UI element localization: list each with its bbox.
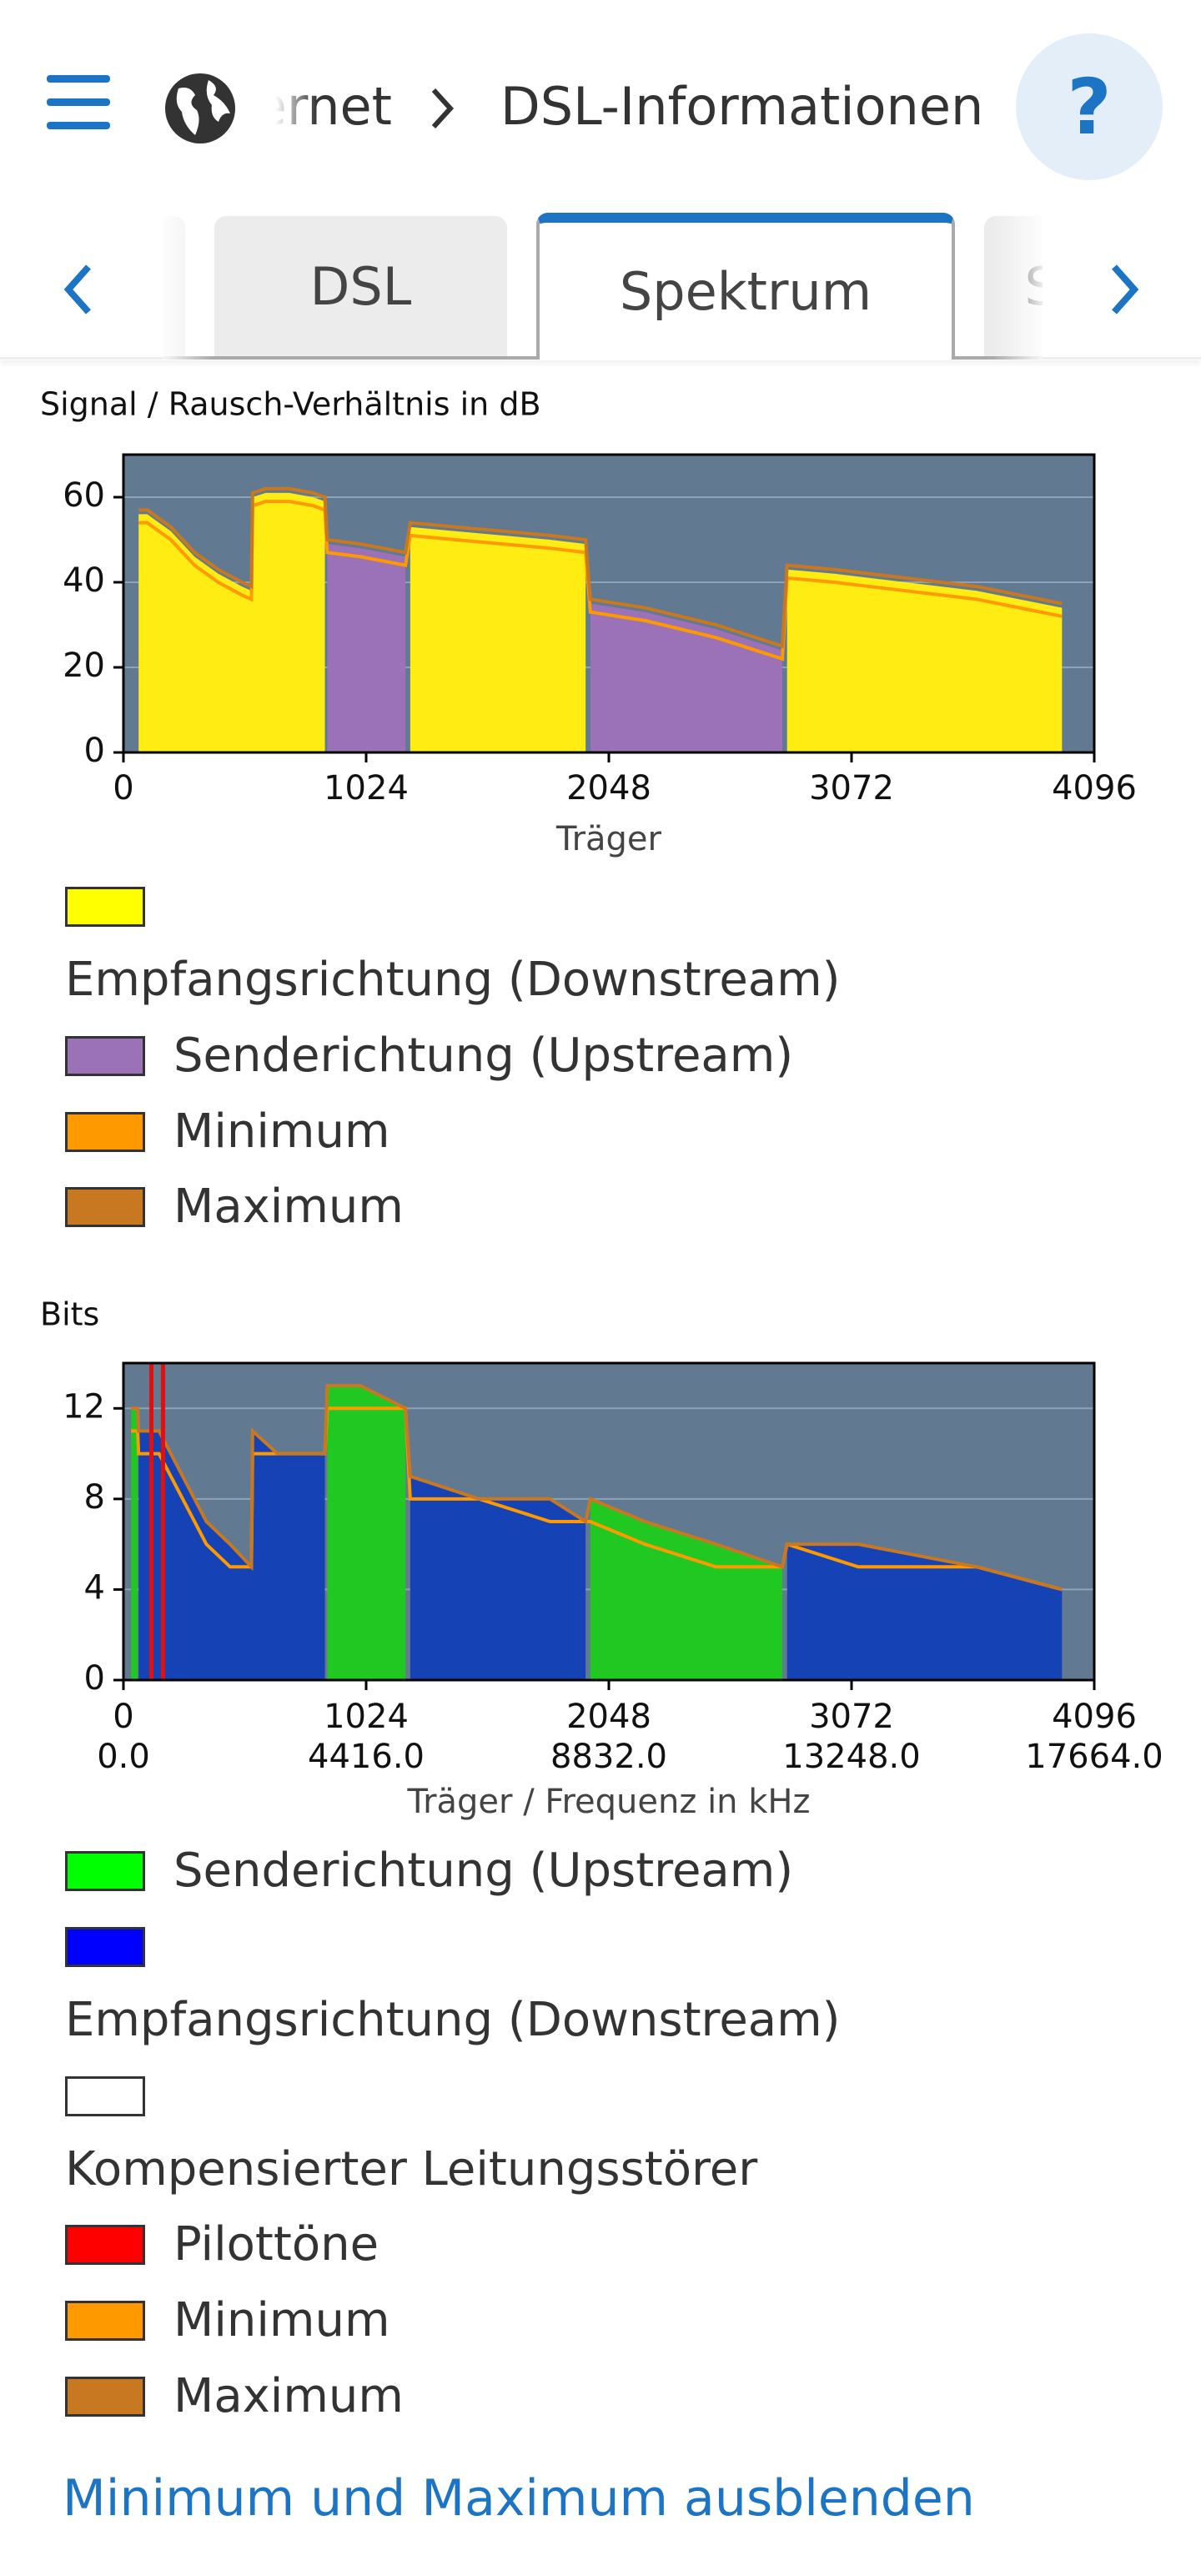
- tab-prev[interactable]: [58, 260, 100, 319]
- x-tick-label: 4096: [1052, 1698, 1137, 1736]
- x-tick-label: 2048: [566, 769, 651, 808]
- legend-label: Minimum: [173, 1104, 390, 1159]
- breadcrumb-item: DSL-Informationen: [500, 76, 984, 137]
- charts: Signal / Rausch-Verhältnis in dB02040600…: [40, 386, 1163, 1822]
- x-tick-label: 1024: [324, 1698, 409, 1736]
- globe-icon: [165, 73, 235, 143]
- legend-item: Maximum: [65, 2357, 857, 2433]
- y-tick-label: 8: [84, 1478, 105, 1517]
- y-tick-label: 12: [63, 1387, 105, 1426]
- legend-item: Maximum: [65, 1169, 857, 1245]
- tab-next[interactable]: [1103, 260, 1144, 319]
- legend-swatch: [65, 2075, 145, 2116]
- x-tick-label: 1024: [324, 769, 409, 808]
- y-tick-label: 0: [84, 1659, 105, 1698]
- legend-item: Empfangsrichtung (Downstream): [65, 868, 857, 1017]
- legend: Senderichtung (Upstream) Empfangsrichtung…: [65, 1832, 857, 2433]
- y-tick-label: 20: [63, 647, 105, 685]
- menu-button[interactable]: [42, 70, 117, 137]
- fade: [163, 213, 213, 360]
- legend-swatch: [65, 1926, 145, 1967]
- toggle-link[interactable]: Minimum und Maximum ausblenden: [63, 2469, 975, 2528]
- tab[interactable]: Spektrum: [536, 213, 955, 360]
- tab[interactable]: DSL: [214, 216, 507, 356]
- x-axis-label: Träger: [555, 820, 662, 858]
- x-tick-label: 0: [113, 1698, 133, 1736]
- legend-swatch: [65, 2225, 145, 2266]
- area: [138, 1431, 325, 1680]
- x2-tick-label: 17664.0: [1025, 1738, 1163, 1776]
- legend-label: Minimum: [173, 2293, 390, 2348]
- legend-label: Empfangsrichtung (Downstream): [65, 952, 841, 1007]
- chart-title: Signal / Rausch-Verhältnis in dB: [40, 386, 541, 423]
- x-tick-label: 3072: [809, 769, 894, 808]
- area: [590, 1498, 783, 1680]
- x-tick-label: 3072: [809, 1698, 894, 1736]
- legend-label: Empfangsrichtung (Downstream): [65, 1992, 841, 2047]
- x2-tick-label: 4416.0: [308, 1738, 425, 1776]
- chevron: [431, 88, 455, 129]
- area: [410, 1476, 586, 1680]
- legend-swatch: [65, 1187, 145, 1228]
- legend-item: Pilottöne: [65, 2206, 857, 2282]
- legend-item: Minimum: [65, 1093, 857, 1169]
- legend-swatch: [65, 2377, 145, 2418]
- y-tick-label: 4: [84, 1568, 105, 1607]
- legend-item: Senderichtung (Upstream): [65, 1832, 857, 1908]
- line: [131, 1406, 1063, 1592]
- area: [138, 492, 325, 752]
- legend-label: Kompensierter Leitungsstörer: [65, 2141, 758, 2196]
- legend-item: Senderichtung (Upstream): [65, 1017, 857, 1093]
- line: [138, 486, 1063, 649]
- x2-tick-label: 13248.0: [782, 1738, 920, 1776]
- legend-label: Maximum: [173, 1180, 404, 1235]
- area: [590, 603, 783, 752]
- legend-swatch: [65, 886, 145, 927]
- legend-label: Maximum: [173, 2369, 404, 2424]
- legend-swatch: [65, 1035, 145, 1076]
- legend-swatch: [65, 1111, 145, 1152]
- y-tick-label: 0: [84, 732, 105, 770]
- legend-swatch: [65, 1850, 145, 1891]
- y-tick-label: 60: [63, 476, 105, 515]
- line: [131, 1384, 1063, 1592]
- x-tick-label: 0: [113, 769, 133, 808]
- area: [131, 1408, 138, 1680]
- area: [786, 1544, 1063, 1680]
- legend-item: Empfangsrichtung (Downstream): [65, 1908, 857, 2057]
- x2-tick-label: 8832.0: [550, 1738, 667, 1776]
- area: [327, 544, 406, 752]
- fade: [992, 213, 1043, 360]
- legend: Empfangsrichtung (Downstream) Senderichtu…: [65, 868, 857, 1244]
- legend-swatch: [65, 2301, 145, 2342]
- help-button[interactable]: ?: [1016, 33, 1163, 180]
- x2-tick-label: 0.0: [97, 1738, 150, 1776]
- x-tick-label: 2048: [566, 1698, 651, 1736]
- chart-title: Bits: [40, 1296, 99, 1333]
- area: [786, 569, 1063, 752]
- legend-label: Senderichtung (Upstream): [173, 1843, 794, 1898]
- legend-item: Minimum: [65, 2282, 857, 2357]
- area: [410, 526, 586, 752]
- x-tick-label: 4096: [1052, 769, 1137, 808]
- x-axis-label: Träger / Frequenz in kHz: [407, 1783, 811, 1821]
- area: [327, 1386, 406, 1680]
- legend-item: Kompensierter Leitungsstörer: [65, 2057, 857, 2206]
- y-tick-label: 40: [63, 561, 105, 600]
- legend-label: Senderichtung (Upstream): [173, 1028, 794, 1083]
- legend-label: Pilottöne: [173, 2217, 379, 2272]
- fade: [275, 65, 317, 148]
- header: Internet DSL-Informationen ? ÜberblickDS…: [0, 0, 1201, 360]
